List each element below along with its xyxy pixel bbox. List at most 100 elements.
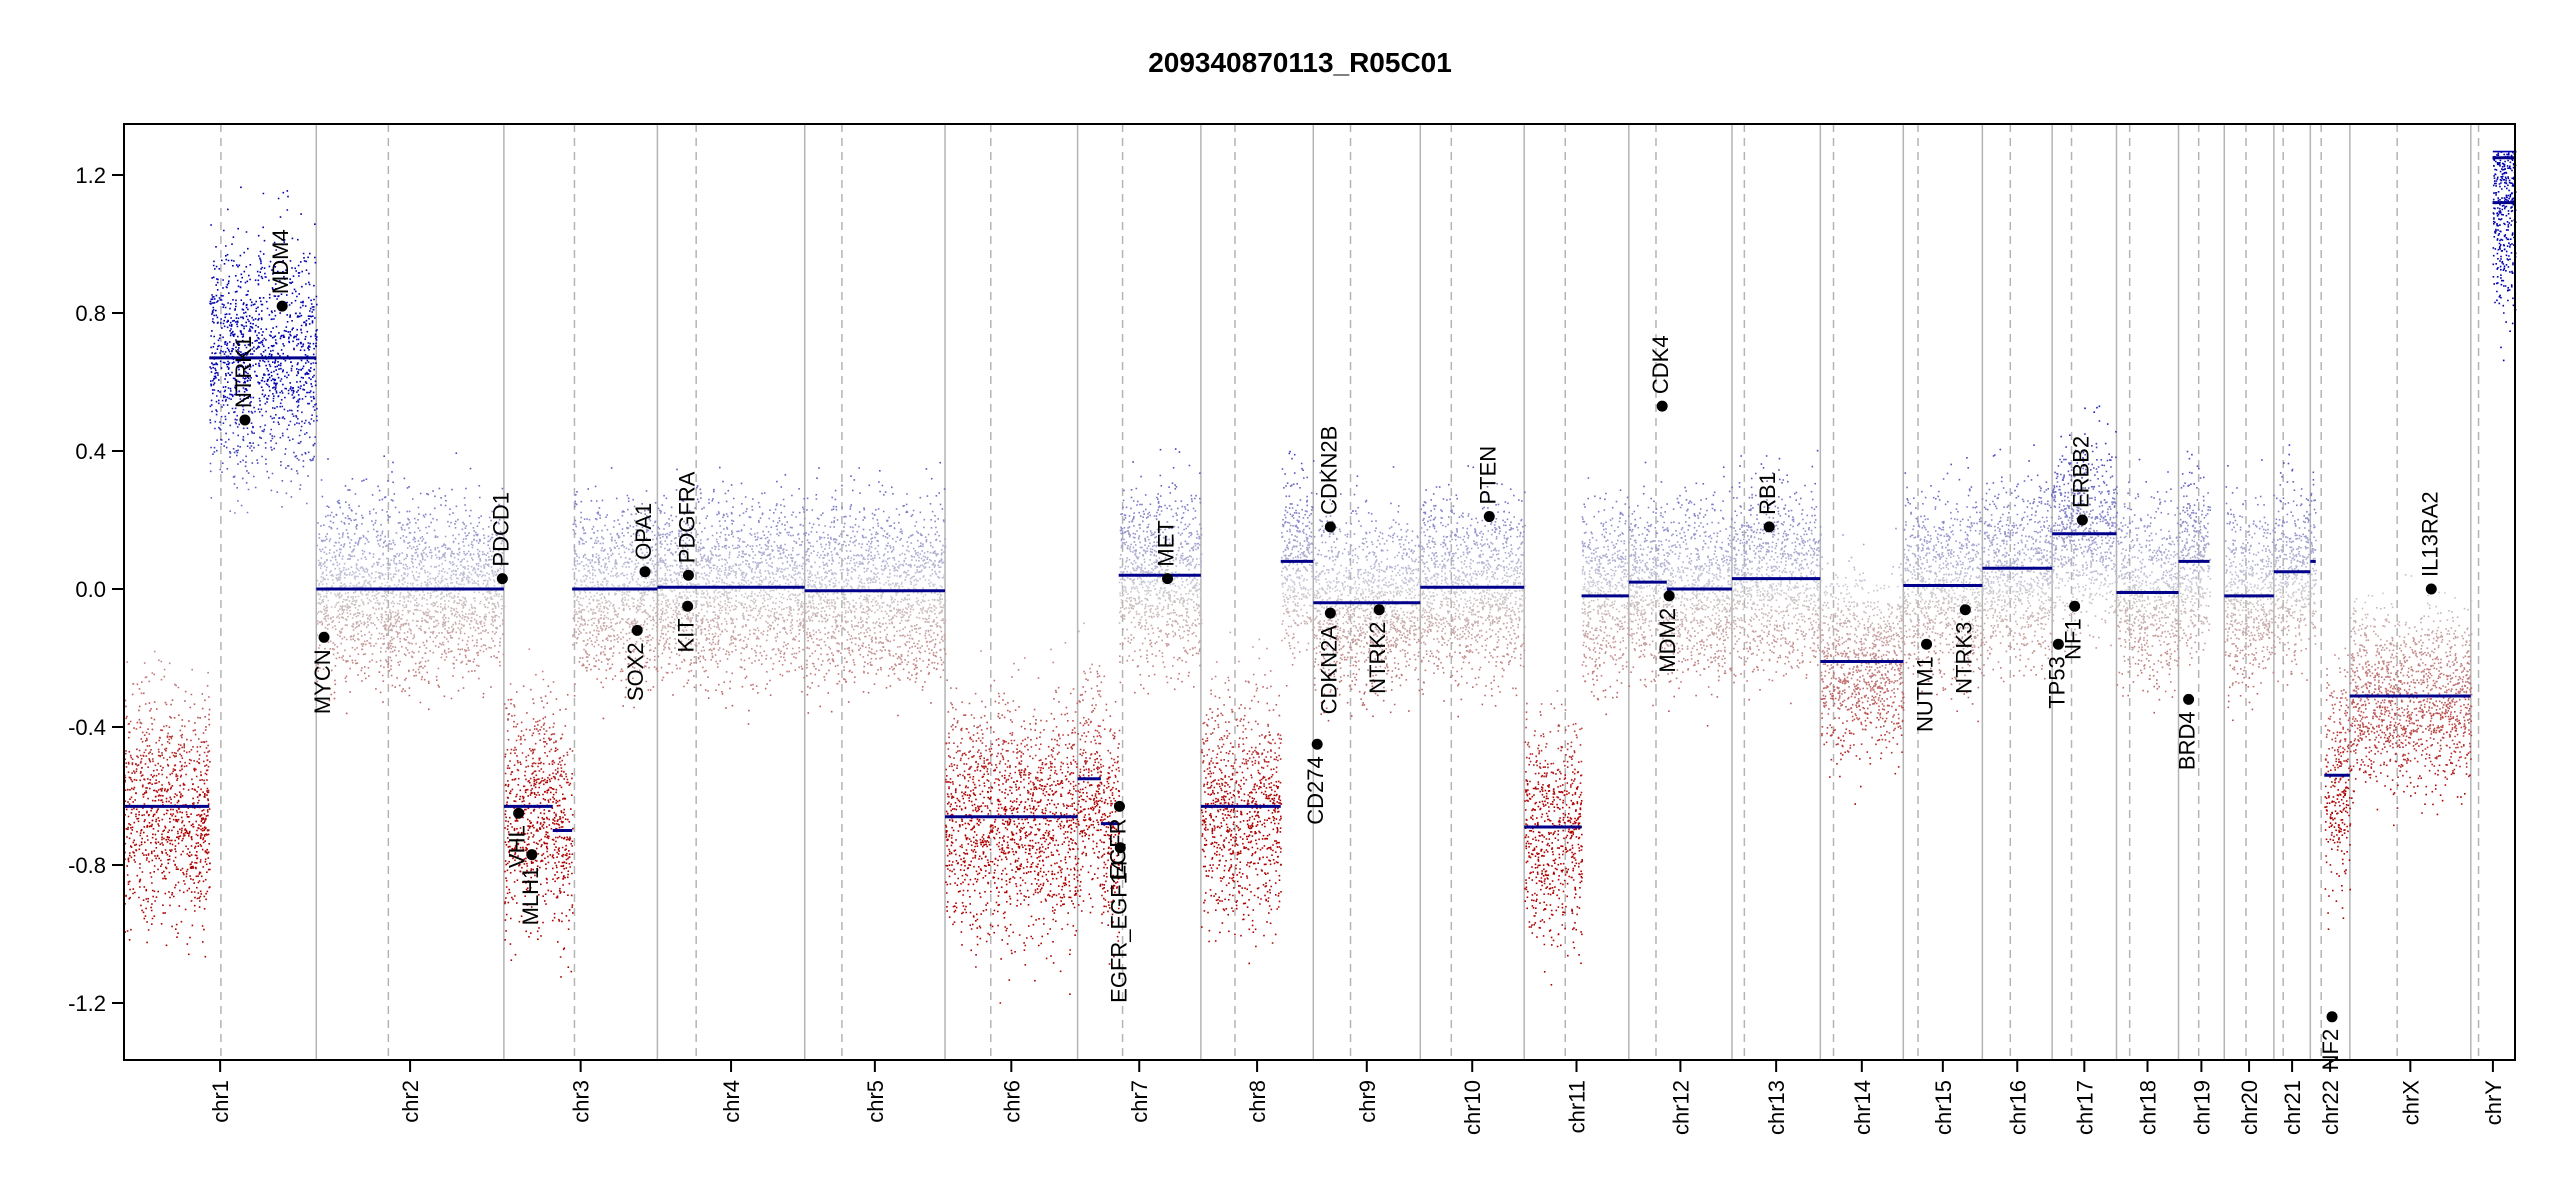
gene-dot	[2425, 583, 2437, 595]
probe-point	[249, 442, 267, 444]
probe-point	[231, 406, 2098, 410]
chromosome-label: chr1	[208, 1080, 233, 1123]
probe-point	[246, 510, 2308, 514]
gene-dot	[513, 807, 525, 819]
probe-point	[394, 685, 2466, 688]
probe-point	[336, 652, 2457, 655]
probe-point	[148, 701, 2456, 705]
probe-point	[219, 429, 302, 432]
probe-point	[245, 461, 2079, 464]
probe-point	[332, 515, 2266, 519]
probe-point	[124, 758, 2472, 761]
probe-point	[233, 482, 2196, 485]
probe-point	[166, 734, 2465, 738]
probe-point	[318, 584, 2315, 588]
probe-points	[124, 150, 2517, 1004]
gene-label: IL13RA2	[2417, 491, 2442, 577]
probe-point	[139, 725, 2467, 729]
probe-point	[319, 609, 2450, 613]
probe-point	[338, 629, 2457, 633]
probe-point	[324, 647, 2422, 650]
gene-label: NF1	[2061, 618, 2086, 660]
gene-dot	[1763, 521, 1775, 533]
probe-point	[372, 507, 2316, 511]
probe-point	[340, 570, 2307, 573]
probe-point	[234, 511, 2317, 515]
probe-point	[218, 426, 254, 429]
probe-point	[252, 425, 303, 428]
gene-dot	[1959, 604, 1971, 616]
probe-point	[322, 576, 2296, 579]
probe-point	[327, 613, 2390, 617]
probe-point	[319, 562, 2309, 565]
segment-lines	[124, 156, 2515, 832]
probe-point	[242, 459, 2263, 462]
gene-label: CDKN2A	[1316, 625, 1341, 715]
chromosome-label: chrX	[2398, 1080, 2423, 1126]
probe-point	[257, 444, 2291, 447]
probe-point	[316, 544, 2288, 547]
probe-point	[224, 417, 313, 421]
probe-point	[237, 499, 2315, 503]
probe-point	[327, 514, 2207, 517]
probe-point	[339, 631, 2438, 635]
probe-point	[364, 665, 2462, 668]
probe-point	[323, 577, 2298, 580]
probe-point	[230, 393, 300, 397]
gene-dot	[1113, 800, 1125, 812]
probe-point	[167, 731, 2465, 735]
probe-point	[141, 680, 2469, 683]
gene-dot	[1921, 638, 1933, 650]
probe-point	[319, 563, 2316, 566]
probe-point	[124, 699, 2454, 703]
probe-point	[333, 697, 2455, 700]
probe-point	[434, 494, 2302, 498]
gene-label: NTRK1	[231, 336, 256, 408]
chromosome-label: chrY	[2481, 1080, 2506, 1126]
gene-label: CD274	[1303, 756, 1328, 824]
probe-point	[161, 743, 2458, 746]
probe-point	[346, 618, 2449, 622]
y-tick-label: -0.4	[68, 715, 106, 740]
probe-point	[306, 502, 2303, 506]
chromosome-label: chr16	[2005, 1080, 2030, 1135]
probe-point	[336, 645, 2453, 648]
probe-point	[320, 632, 2473, 636]
chromosome-label: chr6	[999, 1080, 1024, 1123]
probe-point	[210, 398, 299, 402]
gene-dot	[1373, 604, 1385, 616]
probe-point	[348, 554, 2301, 557]
gene-dot	[276, 300, 288, 312]
probe-point	[330, 526, 2306, 530]
probe-point	[215, 408, 316, 412]
probe-point	[347, 517, 2309, 521]
gene-dot	[2183, 693, 2195, 705]
axes: -1.2 -0.8 -0.4 0.0 0.4 0.8 1.2 chr1 chr2 chr3 chr4…	[68, 163, 2506, 1135]
gene-label: MYCN	[310, 649, 335, 714]
probe-point	[408, 694, 2470, 698]
probe-point	[244, 465, 2199, 468]
probe-point	[150, 707, 2471, 711]
probe-point	[263, 428, 289, 431]
probe-point	[322, 578, 2317, 581]
probe-point	[280, 464, 2229, 467]
probe-point	[126, 660, 2472, 663]
probe-point	[125, 765, 2461, 768]
probe-point	[276, 490, 2168, 494]
probe-point	[156, 790, 2434, 793]
probe-point	[647, 689, 2464, 691]
probe-point	[238, 423, 2109, 426]
probe-point	[229, 456, 2117, 459]
probe-point	[316, 622, 2399, 626]
probe-point	[242, 435, 2063, 438]
probe-point	[324, 565, 2276, 568]
gene-dot	[496, 573, 508, 585]
probe-point	[378, 498, 2316, 502]
probe-point	[125, 716, 2455, 720]
probe-point	[129, 719, 2472, 723]
probe-point	[134, 771, 2454, 774]
probe-point	[125, 704, 2472, 708]
probe-point	[220, 438, 294, 441]
chromosome-label: chr22	[2318, 1080, 2343, 1135]
